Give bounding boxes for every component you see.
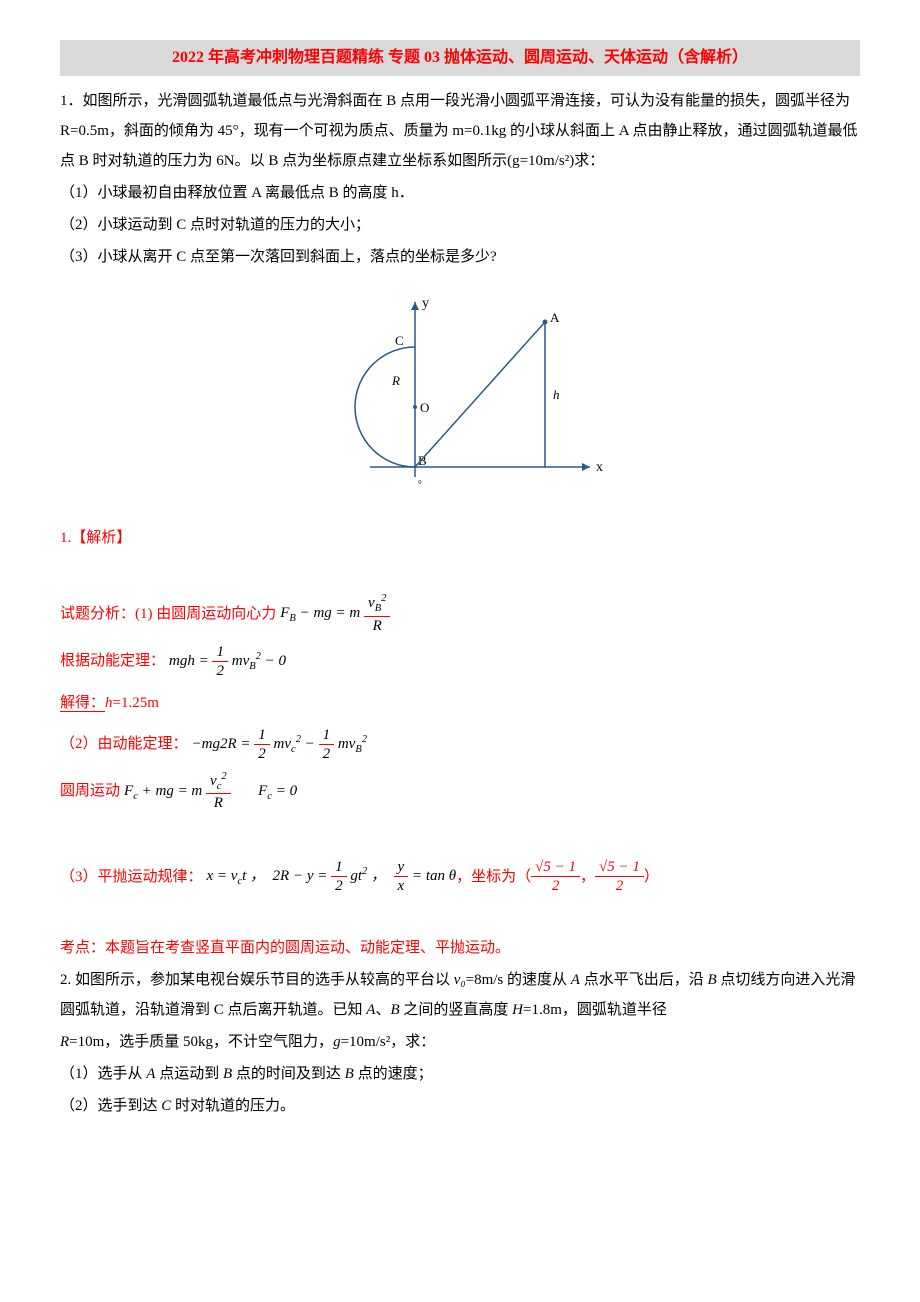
coord-y: √5 − 12 — [595, 858, 644, 895]
solution1-footer: 考点：本题旨在考查竖直平面内的圆周运动、动能定理、平抛运动。 — [60, 933, 860, 963]
coord-prefix: ，坐标为（ — [456, 862, 531, 892]
p2-A: A — [571, 972, 580, 988]
O-label: O — [420, 400, 429, 415]
problem1-q3: （3）小球从离开 C 点至第一次落回到斜面上，落点的坐标是多少? — [60, 242, 860, 272]
eq-centripetal: FB − mg = m vB2R — [280, 593, 390, 635]
problem1-q1: （1）小球最初自由释放位置 A 离最低点 B 的高度 h． — [60, 178, 860, 208]
C-label: C — [395, 333, 404, 348]
line5-label: 圆周运动 — [60, 776, 120, 806]
problem2-q1: （1）选手从 A 点运动到 B 点的时间及到达 B 点的速度； — [60, 1059, 860, 1089]
p2-B2: B — [390, 1002, 399, 1018]
p2-t6: 之间的竖直高度 — [400, 1002, 513, 1018]
coord-comma: ， — [580, 862, 595, 892]
p2-t3: 点水平飞出后，沿 — [580, 972, 708, 988]
R-label: R — [391, 373, 400, 388]
problem2-intro: 2. 如图所示，参加某电视台娱乐节目的选手从较高的平台以 v₀=8m/s 的速度… — [60, 965, 860, 1025]
p2-R: R — [60, 1034, 69, 1050]
page-title: 2022 年高考冲刺物理百题精练 专题 03 抛体运动、圆周运动、天体运动（含解… — [60, 40, 860, 76]
origin-label: ₀ — [418, 473, 422, 485]
solution1-line1: 试题分析：(1) 由圆周运动向心力 FB − mg = m vB2R — [60, 593, 860, 635]
p2-t5: 、 — [375, 1002, 390, 1018]
p2-t9: =10m/s²，求： — [341, 1034, 436, 1050]
problem1-q2: （2）小球运动到 C 点时对轨道的压力的大小； — [60, 210, 860, 240]
h-label: h — [553, 387, 560, 402]
line1-label: 试题分析：(1) 由圆周运动向心力 — [60, 599, 276, 629]
physics-diagram: x y O R C B ₀ A h — [310, 287, 610, 497]
line4-label: （2）由动能定理： — [60, 729, 188, 759]
A-label: A — [550, 310, 560, 325]
diagram-problem1: x y O R C B ₀ A h — [60, 287, 860, 508]
solution1-line3: 解得：h=1.25m — [60, 688, 860, 718]
eq-energy2: −mg2R = 12 mvc2 − 12 mvB2 — [192, 726, 367, 763]
line6-label: （3）平抛运动规律： — [60, 862, 203, 892]
coord-x: √5 − 12 — [531, 858, 580, 895]
p2-t7: =1.8m，圆弧轨道半径 — [523, 1002, 667, 1018]
eq-circ2: Fc + mg = m vc2R Fc = 0 — [124, 771, 297, 813]
solution1-line5: 圆周运动 Fc + mg = m vc2R Fc = 0 — [60, 771, 860, 813]
p2-t1: 2. 如图所示，参加某电视台娱乐节目的选手从较高的平台以 — [60, 972, 454, 988]
line2-label: 根据动能定理： — [60, 646, 165, 676]
solution1-line6: （3）平抛运动规律： x = vct ， 2R − y = 12 gt2 ， y… — [60, 858, 860, 895]
solution1-header: 1.【解析】 — [60, 523, 860, 553]
coord-end: ） — [644, 862, 659, 892]
solution1-line2: 根据动能定理： mgh = 12 mvB2 − 0 — [60, 643, 860, 680]
eq-projectile: x = vct ， 2R − y = 12 gt2 ， yx = tan θ — [207, 858, 457, 895]
problem2-q2: （2）选手到达 C 时对轨道的压力。 — [60, 1091, 860, 1121]
eq-energy: mgh = 12 mvB2 − 0 — [169, 643, 286, 680]
p2-B: B — [707, 972, 716, 988]
p2-t8: =10m，选手质量 50kg，不计空气阻力， — [69, 1034, 333, 1050]
p2-v0: v₀ — [454, 972, 466, 988]
y-axis-label: y — [422, 296, 429, 311]
solution1-line4: （2）由动能定理： −mg2R = 12 mvc2 − 12 mvB2 — [60, 726, 860, 763]
x-axis-label: x — [596, 460, 603, 475]
problem1-intro: 1．如图所示，光滑圆弧轨道最低点与光滑斜面在 B 点用一段光滑小圆弧平滑连接，可… — [60, 86, 860, 176]
p2-g: g — [333, 1034, 341, 1050]
p2-H: H — [512, 1002, 523, 1018]
p2-t2: =8m/s 的速度从 — [466, 972, 571, 988]
problem2-intro-line2: R=10m，选手质量 50kg，不计空气阻力，g=10m/s²，求： — [60, 1027, 860, 1057]
